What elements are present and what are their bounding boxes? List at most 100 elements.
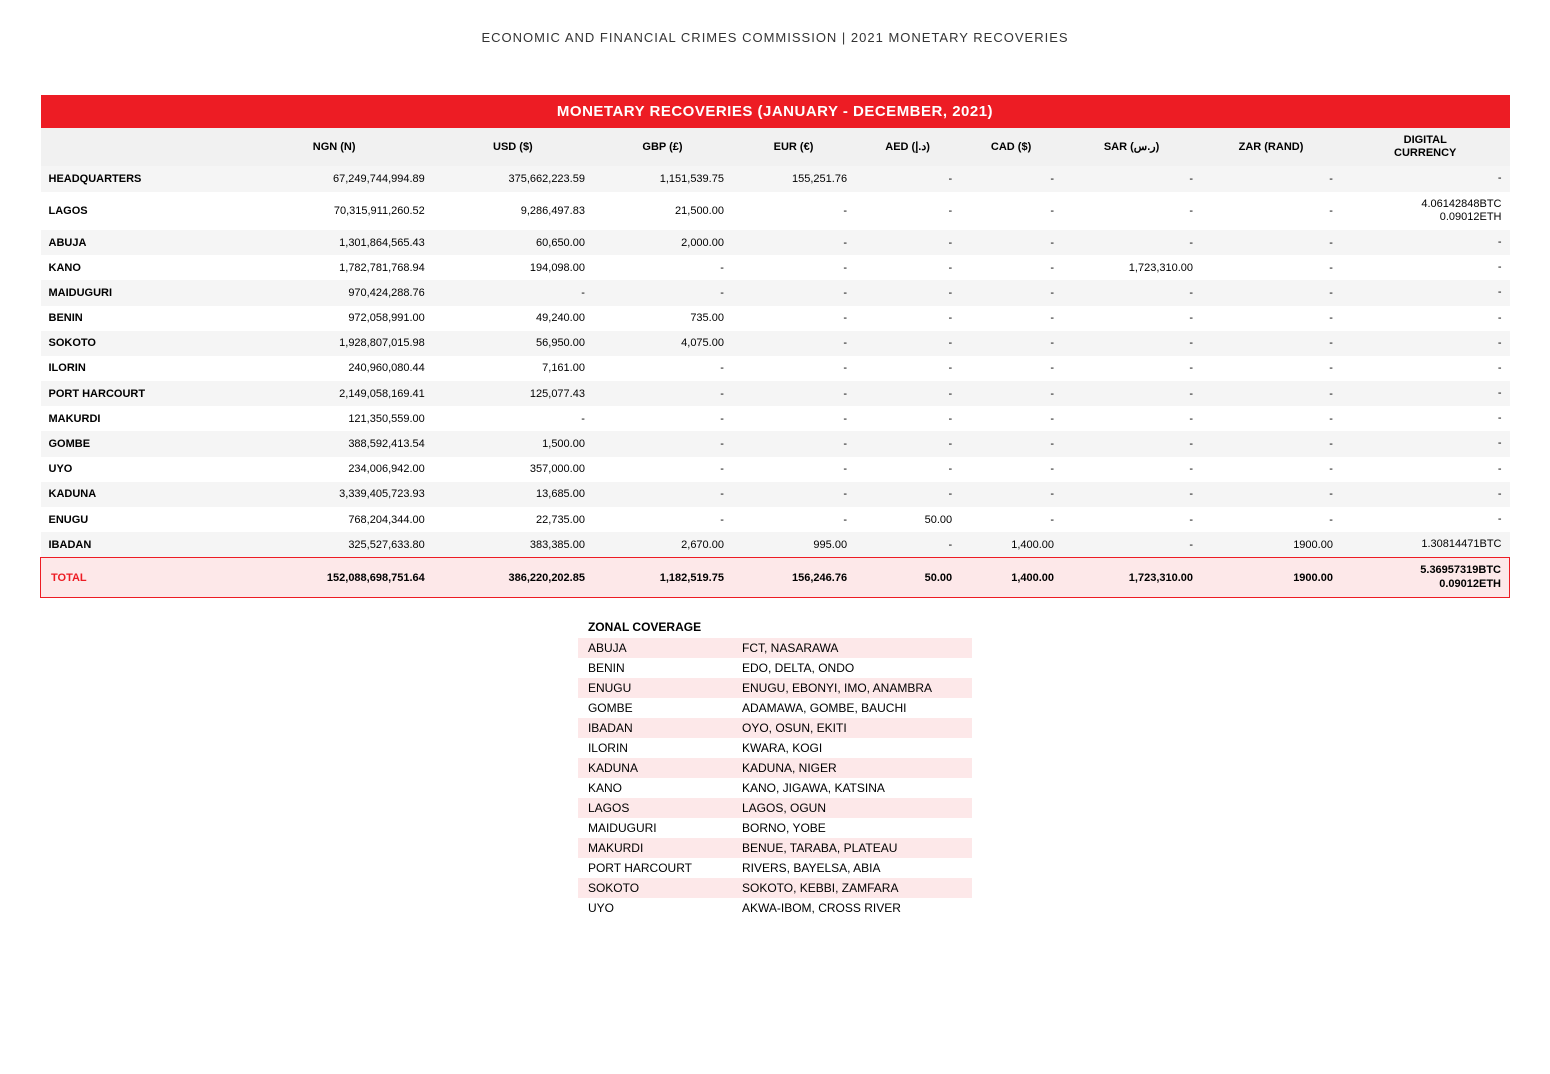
- zone-coverage: LAGOS, OGUN: [732, 798, 972, 818]
- total-value: 386,220,202.85: [433, 558, 593, 597]
- col-header: ZAR (RAND): [1201, 128, 1341, 166]
- cell-value: -: [1062, 306, 1201, 331]
- table-row: PORT HARCOURT2,149,058,169.41125,077.43-…: [41, 381, 1510, 406]
- cell-value: 388,592,413.54: [236, 431, 433, 456]
- cell-value: 1,400.00: [960, 532, 1062, 558]
- cell-value: -: [855, 482, 960, 507]
- cell-value: -: [593, 507, 732, 532]
- cell-value: 4,075.00: [593, 331, 732, 356]
- cell-value: -: [1341, 431, 1510, 456]
- cell-value: -: [1201, 255, 1341, 280]
- table-row: ENUGU768,204,344.0022,735.00--50.00----: [41, 507, 1510, 532]
- cell-value: 240,960,080.44: [236, 356, 433, 381]
- zone-name: SOKOTO: [578, 878, 732, 898]
- cell-value: -: [1201, 482, 1341, 507]
- cell-value: -: [732, 507, 855, 532]
- cell-value: -: [1062, 381, 1201, 406]
- zone-name: ENUGU: [578, 678, 732, 698]
- row-label: ABUJA: [41, 230, 236, 255]
- cell-value: -: [1341, 306, 1510, 331]
- row-label: MAKURDI: [41, 406, 236, 431]
- zone-coverage: KADUNA, NIGER: [732, 758, 972, 778]
- cell-value: -: [1062, 280, 1201, 305]
- cell-value: 121,350,559.00: [236, 406, 433, 431]
- zonal-row: ILORINKWARA, KOGI: [578, 738, 972, 758]
- zone-coverage: KANO, JIGAWA, KATSINA: [732, 778, 972, 798]
- cell-value: -: [855, 406, 960, 431]
- cell-value: -: [1062, 406, 1201, 431]
- zonal-row: KADUNAKADUNA, NIGER: [578, 758, 972, 778]
- cell-value: 60,650.00: [433, 230, 593, 255]
- zone-coverage: AKWA-IBOM, CROSS RIVER: [732, 898, 972, 918]
- cell-value: 4.06142848BTC 0.09012ETH: [1341, 192, 1510, 230]
- cell-value: -: [1062, 166, 1201, 191]
- cell-value: 995.00: [732, 532, 855, 558]
- cell-value: -: [960, 306, 1062, 331]
- table-row: KADUNA3,339,405,723.9313,685.00-------: [41, 482, 1510, 507]
- cell-value: -: [1201, 381, 1341, 406]
- row-label: KANO: [41, 255, 236, 280]
- cell-value: -: [1062, 507, 1201, 532]
- cell-value: -: [1341, 482, 1510, 507]
- cell-value: 1,151,539.75: [593, 166, 732, 191]
- cell-value: 194,098.00: [433, 255, 593, 280]
- cell-value: 56,950.00: [433, 331, 593, 356]
- cell-value: -: [960, 230, 1062, 255]
- cell-value: -: [1062, 431, 1201, 456]
- col-header: [41, 128, 236, 166]
- cell-value: -: [1201, 192, 1341, 230]
- row-label: HEADQUARTERS: [41, 166, 236, 191]
- cell-value: -: [855, 166, 960, 191]
- table-row: LAGOS70,315,911,260.529,286,497.8321,500…: [41, 192, 1510, 230]
- total-value: 1,400.00: [960, 558, 1062, 597]
- zone-coverage: FCT, NASARAWA: [732, 638, 972, 658]
- cell-value: -: [1062, 532, 1201, 558]
- zone-name: LAGOS: [578, 798, 732, 818]
- cell-value: 1,500.00: [433, 431, 593, 456]
- cell-value: -: [1062, 482, 1201, 507]
- zone-name: IBADAN: [578, 718, 732, 738]
- zone-coverage: OYO, OSUN, EKITI: [732, 718, 972, 738]
- total-label: TOTAL: [41, 558, 236, 597]
- zonal-row: MAIDUGURIBORNO, YOBE: [578, 818, 972, 838]
- cell-value: -: [732, 306, 855, 331]
- cell-value: -: [1341, 356, 1510, 381]
- cell-value: -: [1062, 356, 1201, 381]
- cell-value: -: [1341, 166, 1510, 191]
- zone-name: MAIDUGURI: [578, 818, 732, 838]
- row-label: LAGOS: [41, 192, 236, 230]
- cell-value: 735.00: [593, 306, 732, 331]
- col-header: GBP (£): [593, 128, 732, 166]
- cell-value: -: [960, 280, 1062, 305]
- cell-value: 1,928,807,015.98: [236, 331, 433, 356]
- cell-value: -: [732, 406, 855, 431]
- zone-coverage: EDO, DELTA, ONDO: [732, 658, 972, 678]
- cell-value: -: [732, 255, 855, 280]
- cell-value: -: [960, 255, 1062, 280]
- cell-value: -: [960, 381, 1062, 406]
- cell-value: -: [960, 507, 1062, 532]
- zone-coverage: RIVERS, BAYELSA, ABIA: [732, 858, 972, 878]
- cell-value: -: [593, 280, 732, 305]
- total-value: 1,182,519.75: [593, 558, 732, 597]
- total-value: 152,088,698,751.64: [236, 558, 433, 597]
- row-label: ENUGU: [41, 507, 236, 532]
- cell-value: -: [855, 356, 960, 381]
- table-row: IBADAN325,527,633.80383,385.002,670.0099…: [41, 532, 1510, 558]
- cell-value: 2,000.00: [593, 230, 732, 255]
- cell-value: -: [593, 482, 732, 507]
- cell-value: -: [1062, 457, 1201, 482]
- cell-value: 22,735.00: [433, 507, 593, 532]
- cell-value: -: [960, 356, 1062, 381]
- cell-value: 70,315,911,260.52: [236, 192, 433, 230]
- cell-value: 49,240.00: [433, 306, 593, 331]
- cell-value: -: [960, 406, 1062, 431]
- cell-value: 234,006,942.00: [236, 457, 433, 482]
- cell-value: -: [732, 331, 855, 356]
- col-header: SAR (ر.س): [1062, 128, 1201, 166]
- table-row: MAIDUGURI970,424,288.76--------: [41, 280, 1510, 305]
- col-header: NGN (N): [236, 128, 433, 166]
- col-header: EUR (€): [732, 128, 855, 166]
- zone-name: PORT HARCOURT: [578, 858, 732, 878]
- cell-value: -: [1341, 457, 1510, 482]
